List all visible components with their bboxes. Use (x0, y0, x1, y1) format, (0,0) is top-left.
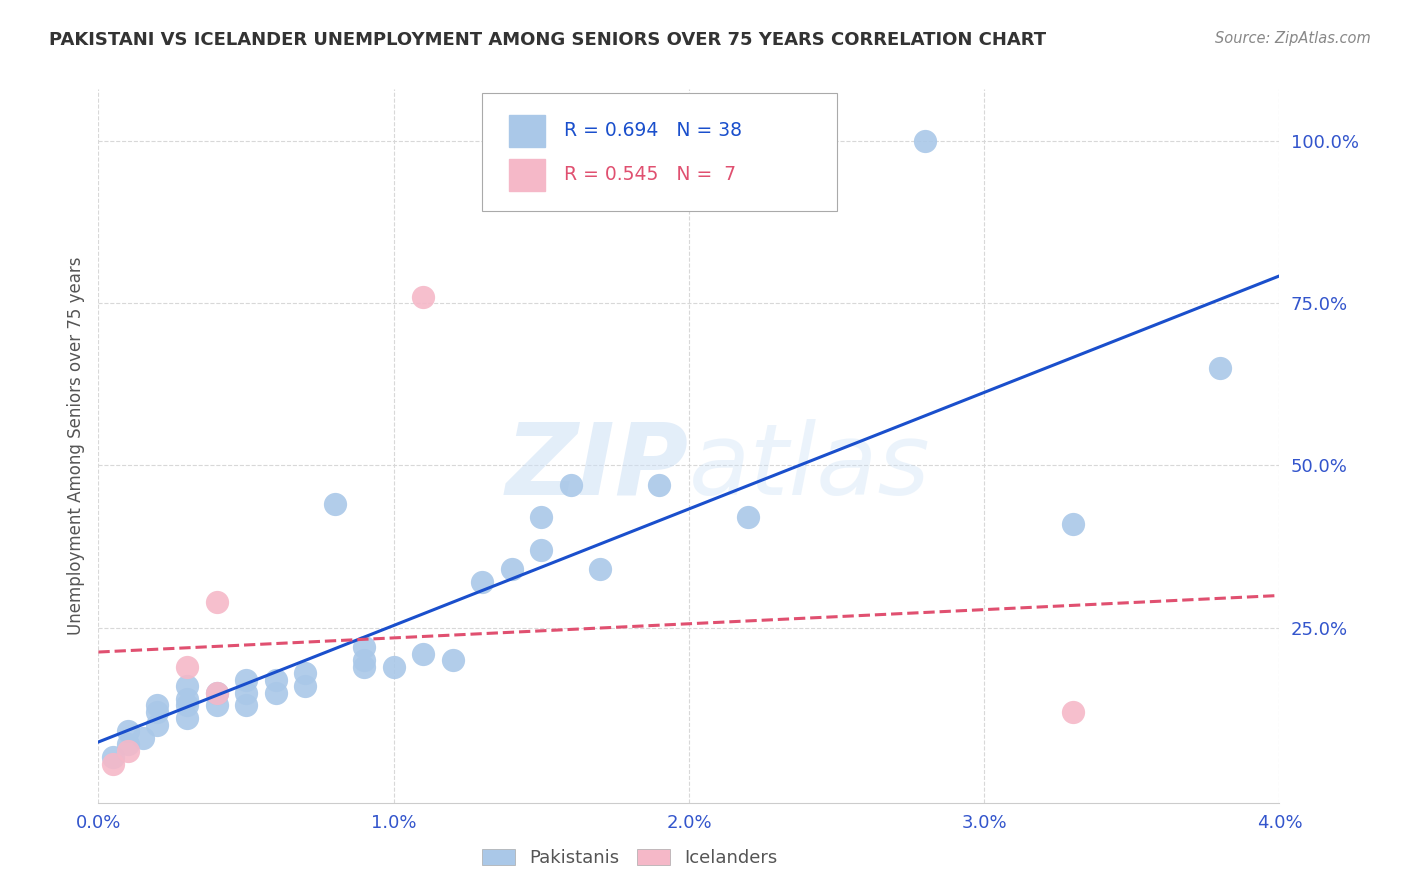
Point (235, 685, 257, 699)
Point (501, 562, 523, 576)
Point (205, 685, 228, 699)
Point (737, 510, 759, 524)
Point (264, 673, 287, 687)
Point (176, 692, 198, 706)
Point (117, 724, 139, 739)
Point (205, 685, 228, 699)
Point (530, 510, 553, 524)
Point (146, 718, 169, 732)
Point (264, 685, 287, 699)
Text: R = 0.694   N = 38: R = 0.694 N = 38 (564, 121, 742, 140)
Point (412, 647, 434, 661)
Point (294, 666, 316, 681)
Point (1062, 516, 1084, 531)
Text: Source: ZipAtlas.com: Source: ZipAtlas.com (1215, 31, 1371, 46)
Point (103, 756, 124, 771)
Point (382, 659, 405, 673)
Text: ZIP: ZIP (506, 419, 689, 516)
Point (471, 575, 494, 590)
Point (205, 698, 228, 713)
Point (353, 653, 375, 667)
Point (146, 698, 169, 713)
Point (323, 497, 346, 511)
Point (176, 679, 198, 693)
FancyBboxPatch shape (482, 93, 837, 211)
Point (530, 542, 553, 557)
Point (648, 478, 671, 492)
Point (117, 744, 139, 758)
Point (146, 705, 169, 719)
Legend: Pakistanis, Icelanders: Pakistanis, Icelanders (474, 839, 786, 876)
FancyBboxPatch shape (509, 114, 546, 146)
Point (353, 640, 375, 654)
Point (176, 659, 198, 673)
Point (1062, 705, 1084, 719)
Point (560, 478, 582, 492)
Point (412, 290, 434, 304)
Point (914, 134, 936, 148)
Point (441, 653, 464, 667)
Point (235, 698, 257, 713)
Point (205, 595, 228, 609)
Point (589, 562, 612, 576)
FancyBboxPatch shape (509, 159, 546, 191)
Point (176, 711, 198, 725)
Text: R = 0.545   N =  7: R = 0.545 N = 7 (564, 165, 735, 185)
Point (1209, 361, 1232, 376)
Point (117, 738, 139, 752)
Point (132, 731, 155, 745)
Point (176, 698, 198, 713)
Y-axis label: Unemployment Among Seniors over 75 years: Unemployment Among Seniors over 75 years (66, 257, 84, 635)
Text: atlas: atlas (689, 419, 931, 516)
Point (235, 673, 257, 687)
Point (103, 750, 124, 764)
Point (353, 659, 375, 673)
Point (294, 679, 316, 693)
Text: PAKISTANI VS ICELANDER UNEMPLOYMENT AMONG SENIORS OVER 75 YEARS CORRELATION CHAR: PAKISTANI VS ICELANDER UNEMPLOYMENT AMON… (49, 31, 1046, 49)
